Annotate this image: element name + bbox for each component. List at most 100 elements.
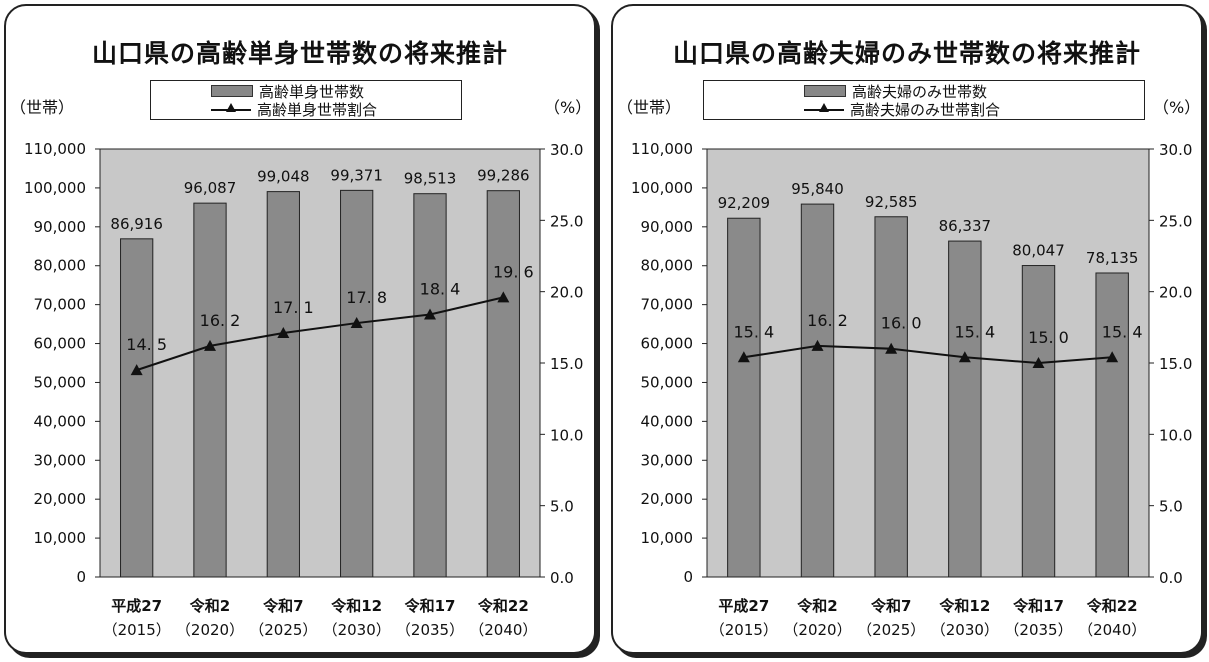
line-data-label: 15. 4 <box>954 322 995 341</box>
x-axis-category-label: 令和2 <box>190 597 230 615</box>
bar <box>486 190 520 578</box>
line-point-marker <box>350 317 363 329</box>
bar <box>413 193 447 578</box>
x-axis-year-label: （2020） <box>176 621 244 639</box>
series-line <box>743 344 1113 365</box>
line-data-label: 19. 6 <box>493 262 534 281</box>
x-axis-year-label: （2025） <box>249 621 317 639</box>
y2-axis-tick-label: 15.0 <box>1159 355 1192 373</box>
bar-data-label: 95,840 <box>791 180 844 198</box>
line-point-marker <box>277 327 290 339</box>
y2-axis-tick-label: 10.0 <box>1159 426 1192 444</box>
line-point-marker <box>1106 351 1119 363</box>
y-axis-tick-label: 110,000 <box>24 140 86 158</box>
chart-title: 山口県の高齢夫婦のみ世帯数の将来推計 <box>672 39 1141 68</box>
bar-data-label: 99,371 <box>330 166 383 184</box>
y-axis-tick-label: 10,000 <box>641 529 694 547</box>
y-axis-tick-label: 60,000 <box>34 335 87 353</box>
x-axis-year-label: （2015） <box>103 621 171 639</box>
x-axis-category-label: 平成27 <box>718 597 769 615</box>
y-axis-unit-label: （世帯） <box>10 98 75 117</box>
y-axis-tick-label: 50,000 <box>641 373 694 391</box>
legend-item-bar: 高齢単身世帯数 <box>211 82 365 101</box>
x-axis-category-label: 令和7 <box>871 597 911 615</box>
bar <box>948 240 982 578</box>
y-axis-tick-label: 20,000 <box>641 490 694 508</box>
legend: 高齢夫婦のみ世帯数 高齢夫婦のみ世帯割合 <box>703 80 1145 120</box>
legend: 高齢単身世帯数 高齢単身世帯割合 <box>150 80 462 120</box>
legend-item-line: 高齢夫婦のみ世帯割合 <box>804 100 1001 119</box>
x-axis-year-label: （2030） <box>931 621 999 639</box>
y2-axis-tick-label: 10.0 <box>550 426 583 444</box>
bar-data-label: 92,209 <box>718 194 771 212</box>
legend-label: 高齢夫婦のみ世帯数 <box>852 82 988 101</box>
y-axis-tick-label: 90,000 <box>34 218 87 236</box>
y2-axis-tick-label: 0.0 <box>550 569 574 587</box>
bar <box>266 191 300 578</box>
line-data-label: 18. 4 <box>420 279 461 298</box>
y-axis-tick-label: 70,000 <box>34 296 87 314</box>
bar <box>193 202 227 578</box>
x-axis-year-label: （2025） <box>857 621 925 639</box>
line-point-marker <box>204 339 216 351</box>
y2-axis-tick-label: 30.0 <box>550 141 583 159</box>
x-axis-year-label: （2020） <box>783 621 851 639</box>
line-triangle-swatch-icon <box>804 103 844 115</box>
x-axis-year-label: （2015） <box>710 621 778 639</box>
y2-axis-unit-label: （%） <box>1153 98 1201 117</box>
y2-axis-tick-label: 30.0 <box>1159 141 1192 159</box>
y2-axis-tick-label: 0.0 <box>1159 569 1183 587</box>
legend-label: 高齢夫婦のみ世帯割合 <box>850 100 1001 119</box>
legend-label: 高齢単身世帯割合 <box>257 100 378 119</box>
x-axis-year-label: （2035） <box>1004 621 1072 639</box>
legend-item-bar: 高齢夫婦のみ世帯数 <box>804 82 988 101</box>
plot-background <box>99 148 541 578</box>
plot-area: 0 10,000 20,000 30,000 40,000 50,000 60,000 70,… <box>24 140 583 639</box>
y2-axis-tick-label: 15.0 <box>550 355 583 373</box>
y-axis-tick-label: 100,000 <box>24 179 86 197</box>
bar <box>727 217 761 578</box>
x-axis-category-label: 令和22 <box>478 597 529 615</box>
y2-axis-tick-label: 5.0 <box>550 498 574 516</box>
chart-panel-couple-households: 山口県の高齢夫婦のみ世帯数の将来推計 高齢夫婦のみ世帯数 高齢夫婦のみ世帯割合 … <box>611 4 1203 654</box>
bar-data-label: 99,048 <box>257 168 310 186</box>
line-point-marker <box>1032 357 1045 368</box>
x-axis-year-label: （2040） <box>1078 621 1146 639</box>
y2-axis-tick-label: 20.0 <box>550 284 583 302</box>
line-point-marker <box>497 291 510 303</box>
bar-data-label: 98,513 <box>404 170 457 188</box>
bar <box>340 189 374 578</box>
y-axis-tick-label: 50,000 <box>34 373 87 391</box>
line-data-label: 16. 0 <box>881 314 922 333</box>
y-axis-tick-label: 0 <box>76 568 86 586</box>
x-axis-year-label: （2035） <box>396 621 464 639</box>
line-triangle-swatch-icon <box>211 103 251 115</box>
y-axis-tick-label: 70,000 <box>641 296 694 314</box>
x-axis-year-label: （2040） <box>469 621 537 639</box>
line-data-label: 16. 2 <box>200 311 241 330</box>
x-axis-category-label: 令和12 <box>939 597 990 615</box>
bar-swatch-icon <box>804 85 846 97</box>
y-axis-tick-label: 110,000 <box>631 140 693 158</box>
y-axis-unit-label: （世帯） <box>617 98 682 117</box>
bar <box>1095 272 1129 578</box>
bar <box>874 216 908 578</box>
x-axis-category-label: 令和7 <box>263 597 303 615</box>
y-axis-tick-label: 30,000 <box>641 451 694 469</box>
legend-label: 高齢単身世帯数 <box>259 82 365 101</box>
x-axis-category-label: 令和17 <box>405 597 456 615</box>
x-axis-category-label: 令和2 <box>797 597 837 615</box>
bar <box>800 203 835 578</box>
y2-axis-tick-label: 25.0 <box>550 212 583 230</box>
bar-data-label: 86,916 <box>110 215 163 233</box>
bar-data-label: 96,087 <box>184 179 237 197</box>
bar-data-label: 86,337 <box>939 217 992 235</box>
bar-data-label: 92,585 <box>865 193 918 211</box>
y-axis-tick-label: 90,000 <box>641 218 694 236</box>
bar <box>1021 265 1056 578</box>
line-data-label: 15. 0 <box>1028 328 1069 347</box>
y-axis-tick-label: 30,000 <box>34 451 87 469</box>
x-axis-year-label: （2030） <box>323 621 391 639</box>
line-data-label: 14. 5 <box>126 335 167 354</box>
y-axis-tick-label: 100,000 <box>631 179 693 197</box>
